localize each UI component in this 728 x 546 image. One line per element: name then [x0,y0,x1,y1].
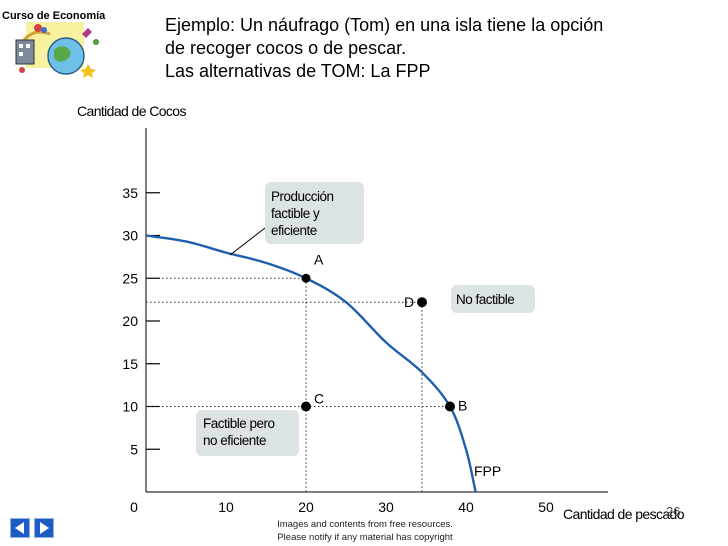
slide-header: Ejemplo: Un náufrago (Tom) en una isla t… [165,14,603,83]
y-tick-label: 30 [122,228,138,244]
y-tick-label: 10 [122,399,138,415]
chart-annotations: Producción factible y eficiente No factible… [196,182,535,456]
y-tick-label: 15 [122,356,138,372]
point-b-marker [445,401,455,412]
origin-label: 0 [130,499,138,515]
point-d-label: D [404,294,414,310]
efficient-label: factible y [271,206,320,221]
chart-axes [145,128,608,493]
triangle-right-icon [40,522,49,534]
y-tick-label: 5 [130,441,138,457]
inefficient-label: Factible pero [203,416,275,431]
globe-clipart-icon [15,22,99,78]
point-a-marker [301,273,311,283]
x-tick-label: 10 [218,499,234,515]
efficient-label: eficiente [271,223,317,238]
point-c-marker [301,401,311,412]
copyright-note: Images and contents from free resources.… [250,518,480,544]
x-tick-label: 50 [538,499,554,515]
x-tick-label: 30 [378,499,394,515]
fpp-curve-label: FPP [474,463,501,479]
y-tick-label: 25 [122,270,138,286]
inefficient-box [196,410,299,456]
copyright-note-line-1: Images and contents from free resources. [277,519,453,530]
course-label: Curso de Economía [2,10,106,22]
page-number: 26 [666,504,681,519]
efficient-label: Producción [271,189,334,204]
point-c-label: C [314,391,324,407]
chart-curve-group [145,234,477,493]
x-axis-title: Cantidad de pescado [563,506,685,522]
point-d-marker [417,297,427,308]
not-feasible-label: No factible [456,292,514,307]
header-line-2: de recoger cocos o de pescar. [165,38,407,58]
y-tick-label: 20 [122,313,138,329]
x-tick-label: 40 [458,499,474,515]
efficient-pointer [229,227,266,256]
header-line-3: Las alternativas de TOM: La FPP [165,61,431,81]
chart-guide-lines [146,277,450,492]
point-b-label: B [458,398,467,414]
chart-points: A B C D [301,251,467,414]
x-tick-label: 20 [298,499,314,515]
point-a-label: A [314,251,324,267]
y-axis-title: Cantidad de Cocos [77,103,186,119]
previous-slide-button[interactable] [10,518,30,538]
y-tick-label: 35 [122,185,138,201]
next-slide-button[interactable] [34,518,54,538]
not-feasible-box [451,285,535,313]
header-line-1: Ejemplo: Un náufrago (Tom) en una isla t… [165,15,604,35]
chart-text: 5 10 15 20 25 30 35 10 20 30 40 50 0 Cantidad de Coco… [77,103,685,522]
copyright-note-line-2: Please notify if any material has copyri… [277,532,453,543]
inefficient-label: no eficiente [203,433,266,448]
fpp-curve [145,234,477,493]
triangle-left-icon [15,522,24,534]
efficient-box [265,182,364,244]
